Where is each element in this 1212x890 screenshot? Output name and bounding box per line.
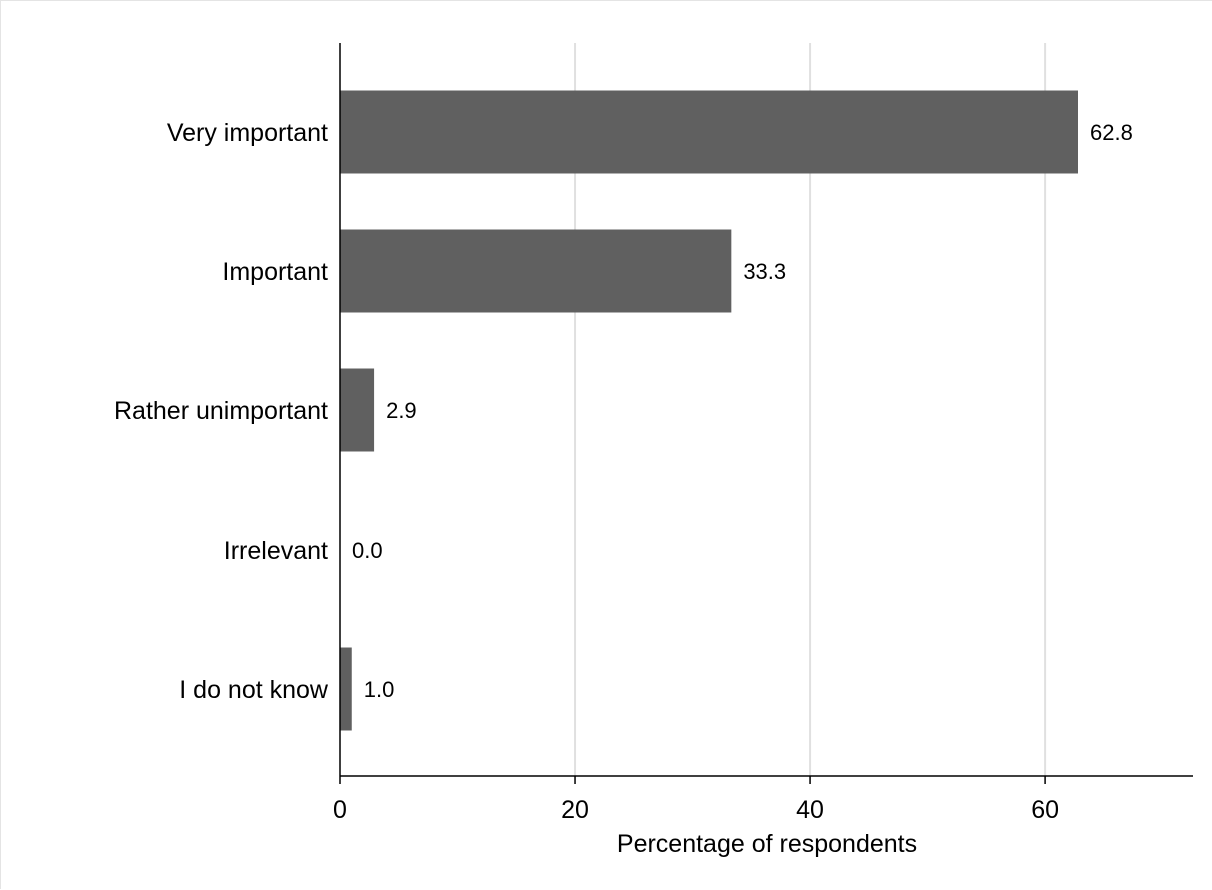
bar-value-label: 33.3 [743, 259, 786, 284]
category-label: Rather unimportant [114, 397, 328, 425]
bar-value-label: 0.0 [352, 538, 383, 563]
x-axis-title: Percentage of respondents [617, 830, 917, 858]
bars [340, 90, 1078, 731]
value-labels: 62.8 33.3 2.9 0.0 1.0 [352, 120, 1133, 702]
category-label: Important [222, 258, 328, 286]
bar-value-label: 62.8 [1090, 120, 1133, 145]
category-label: Irrelevant [224, 537, 328, 565]
bar-value-label: 2.9 [386, 398, 417, 423]
bar-value-label: 1.0 [364, 677, 395, 702]
axes [339, 43, 1193, 777]
x-tick-label: 0 [333, 796, 347, 824]
bar [340, 647, 352, 731]
bar [340, 368, 375, 452]
x-axis-ticks: 0 20 40 60 [333, 776, 1059, 824]
x-tick-label: 60 [1031, 796, 1059, 824]
bar [340, 90, 1078, 174]
bar [340, 229, 732, 313]
x-tick-label: 40 [796, 796, 824, 824]
x-tick-label: 20 [561, 796, 589, 824]
category-labels: Very important Important Rather unimportan… [114, 119, 329, 704]
category-label: Very important [167, 119, 328, 147]
category-label: I do not know [179, 676, 329, 704]
